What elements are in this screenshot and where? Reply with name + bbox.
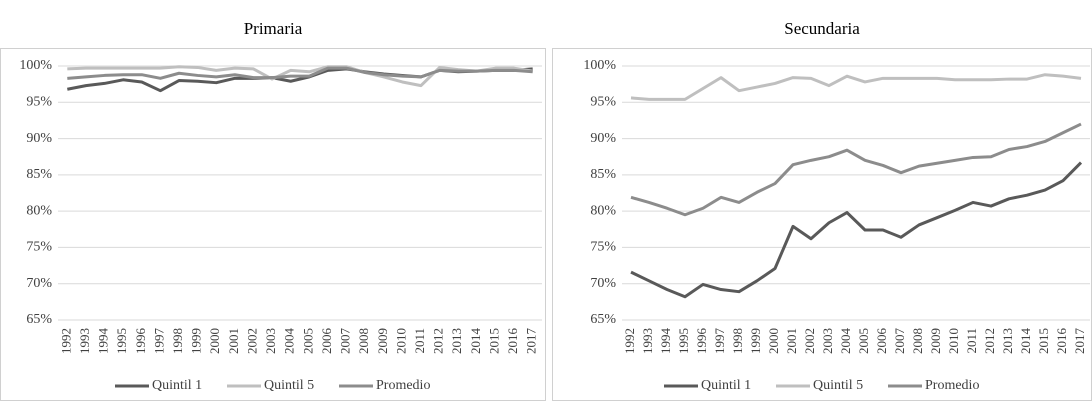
x-tick-label: 1994 bbox=[96, 328, 111, 355]
x-tick-label: 1999 bbox=[748, 328, 763, 354]
x-tick-label: 2007 bbox=[892, 328, 907, 355]
x-tick-label: 2006 bbox=[874, 328, 889, 355]
x-tick-label: 2011 bbox=[412, 328, 427, 354]
x-tick-label: 1996 bbox=[694, 328, 709, 355]
x-tick-label: 2010 bbox=[946, 328, 961, 354]
y-tick-label: 95% bbox=[26, 95, 52, 110]
y-tick-label: 85% bbox=[26, 167, 52, 182]
x-tick-label: 2014 bbox=[1018, 328, 1033, 355]
x-tick-label: 2010 bbox=[393, 328, 408, 354]
y-tick-label: 100% bbox=[583, 58, 616, 73]
x-tick-label: 1996 bbox=[133, 328, 148, 355]
x-tick-label: 2002 bbox=[244, 328, 259, 354]
x-tick-label: 2000 bbox=[766, 328, 781, 354]
x-tick-label: 2008 bbox=[356, 328, 371, 354]
x-tick-label: 2012 bbox=[431, 328, 446, 354]
x-tick-label: 2007 bbox=[338, 328, 353, 355]
x-tick-label: 1994 bbox=[658, 328, 673, 355]
x-tick-label: 1995 bbox=[114, 328, 129, 354]
x-tick-label: 2011 bbox=[964, 328, 979, 354]
x-tick-label: 2000 bbox=[207, 328, 222, 354]
y-tick-label: 80% bbox=[590, 203, 616, 218]
y-tick-label: 90% bbox=[590, 131, 616, 146]
data-line bbox=[67, 66, 533, 80]
data-line bbox=[67, 65, 533, 88]
x-tick-label: 2009 bbox=[375, 328, 390, 354]
data-line bbox=[630, 161, 1083, 299]
x-tick-label: 2004 bbox=[838, 328, 853, 355]
x-tick-label: 2016 bbox=[1054, 328, 1069, 355]
x-tick-label: 2012 bbox=[982, 328, 997, 354]
y-tick-label: 90% bbox=[26, 131, 52, 146]
legend-label: Quintil 1 bbox=[701, 378, 751, 393]
x-tick-label: 2013 bbox=[449, 328, 464, 354]
legend-label: Promedio bbox=[925, 378, 979, 393]
x-tick-label: 2001 bbox=[226, 328, 241, 354]
x-tick-label: 2006 bbox=[319, 328, 334, 355]
y-tick-label: 95% bbox=[590, 95, 616, 110]
x-tick-label: 2015 bbox=[1036, 328, 1051, 354]
x-tick-label: 2015 bbox=[486, 328, 501, 354]
chart-title: Secundaria bbox=[784, 19, 860, 38]
x-tick-label: 1997 bbox=[712, 328, 727, 355]
x-tick-label: 2016 bbox=[505, 328, 520, 355]
y-tick-label: 70% bbox=[26, 276, 52, 291]
legend-label: Quintil 1 bbox=[152, 378, 202, 393]
x-tick-label: 2005 bbox=[300, 328, 315, 354]
x-tick-label: 1998 bbox=[730, 328, 745, 354]
y-tick-label: 65% bbox=[26, 312, 52, 327]
x-tick-label: 2013 bbox=[1000, 328, 1015, 354]
x-tick-label: 2017 bbox=[524, 328, 539, 355]
x-tick-label: 1999 bbox=[189, 328, 204, 354]
x-tick-label: 2017 bbox=[1072, 328, 1087, 355]
y-tick-label: 80% bbox=[26, 203, 52, 218]
y-tick-label: 65% bbox=[590, 312, 616, 327]
chart-title: Primaria bbox=[244, 19, 303, 38]
legend-label: Promedio bbox=[376, 378, 430, 393]
x-tick-label: 2003 bbox=[820, 328, 835, 354]
x-tick-label: 2001 bbox=[784, 328, 799, 354]
chart-panel: Primaria 65% 70% 75% 80% 85% 90% 95% 100% 1992 199… bbox=[0, 19, 546, 401]
legend-label: Quintil 5 bbox=[264, 378, 314, 393]
x-tick-label: 1997 bbox=[151, 328, 166, 355]
x-tick-label: 1993 bbox=[77, 328, 92, 354]
x-tick-label: 2003 bbox=[263, 328, 278, 354]
x-tick-label: 2009 bbox=[928, 328, 943, 354]
legend-label: Quintil 5 bbox=[813, 378, 863, 393]
data-line bbox=[630, 122, 1082, 217]
y-tick-label: 70% bbox=[590, 276, 616, 291]
y-tick-label: 75% bbox=[590, 240, 616, 255]
x-tick-label: 2004 bbox=[282, 328, 297, 355]
x-tick-label: 1993 bbox=[640, 328, 655, 354]
x-tick-label: 2005 bbox=[856, 328, 871, 354]
x-tick-label: 1992 bbox=[58, 328, 73, 354]
x-tick-label: 2008 bbox=[910, 328, 925, 354]
y-tick-label: 100% bbox=[19, 58, 52, 73]
x-tick-label: 2002 bbox=[802, 328, 817, 354]
data-line bbox=[630, 73, 1082, 101]
x-tick-label: 1995 bbox=[676, 328, 691, 354]
x-tick-label: 2014 bbox=[468, 328, 483, 355]
x-tick-label: 1992 bbox=[622, 328, 637, 354]
y-tick-label: 75% bbox=[26, 240, 52, 255]
x-tick-label: 1998 bbox=[170, 328, 185, 354]
y-tick-label: 85% bbox=[590, 167, 616, 182]
